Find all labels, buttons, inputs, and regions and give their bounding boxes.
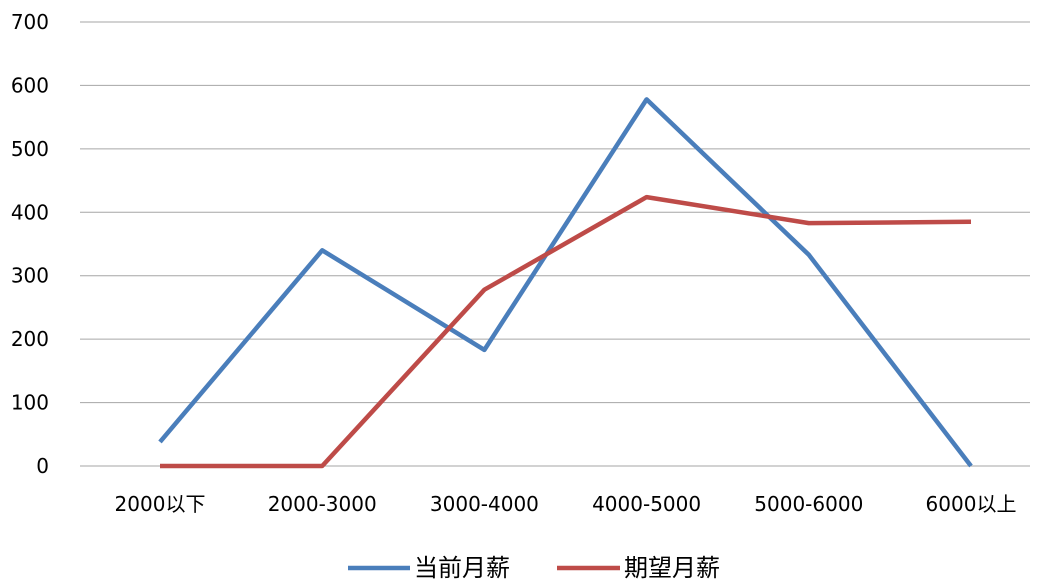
gridlines <box>80 21 1030 467</box>
y-tick-label: 700 <box>11 10 49 34</box>
y-axis-tick-labels: 0 100 200 300 400 500 600 700 <box>11 10 49 478</box>
y-tick-label: 200 <box>11 327 49 351</box>
series-lines <box>158 97 973 469</box>
y-tick-label: 500 <box>11 137 49 161</box>
legend-label-1: 当前月薪 <box>414 554 510 581</box>
x-tick-label: 3000-4000 <box>430 492 539 516</box>
y-tick-label: 400 <box>11 200 49 224</box>
y-tick-label: 300 <box>11 264 49 288</box>
y-tick-label: 0 <box>36 454 49 478</box>
x-tick-label: 2000-3000 <box>268 492 377 516</box>
y-tick-label: 600 <box>11 73 49 97</box>
x-tick-label: 2000以下 <box>115 492 206 516</box>
x-tick-label: 5000-6000 <box>754 492 863 516</box>
series-line-2 <box>160 194 972 469</box>
x-tick-label: 6000以上 <box>926 492 1017 516</box>
y-tick-label: 100 <box>11 391 49 415</box>
legend-label-2: 期望月薪 <box>624 554 720 581</box>
x-axis-tick-labels: 2000以下 2000-3000 3000-4000 4000-5000 5000-60… <box>115 492 1017 516</box>
series-line-1 <box>158 97 973 468</box>
legend: 当前月薪 期望月薪 <box>348 554 720 582</box>
x-tick-label: 4000-5000 <box>592 492 701 516</box>
